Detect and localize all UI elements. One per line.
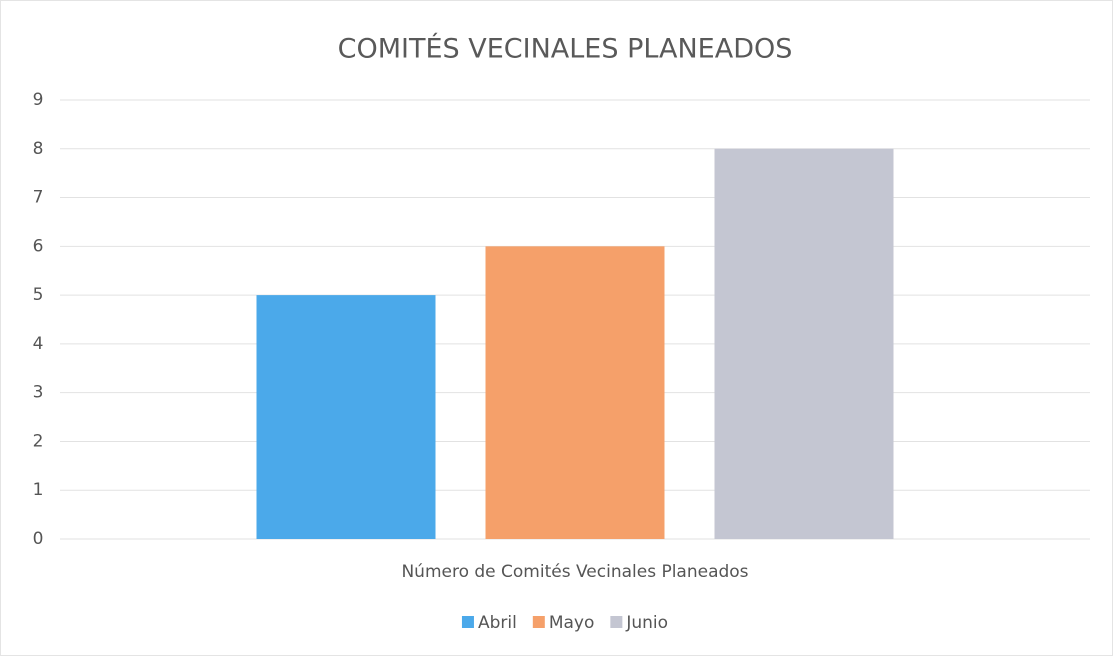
legend-label: Mayo — [549, 613, 595, 633]
y-tick-label: 5 — [33, 285, 44, 305]
y-tick-label: 2 — [33, 431, 44, 451]
y-tick-label: 1 — [33, 480, 44, 500]
y-tick-label: 9 — [33, 90, 44, 110]
legend-label: Junio — [625, 613, 668, 633]
y-tick-label: 7 — [33, 188, 44, 208]
bar — [256, 295, 436, 539]
legend-swatch — [461, 616, 474, 628]
legend-swatch — [532, 616, 545, 628]
bar — [485, 246, 665, 540]
y-tick-label: 6 — [33, 236, 44, 256]
y-tick-label: 3 — [33, 383, 44, 403]
legend-label: Abril — [478, 613, 517, 633]
x-tick-label: Número de Comités Vecinales Planeados — [401, 562, 748, 582]
chart-title: COMITÉS VECINALES PLANEADOS — [338, 33, 793, 65]
y-tick-label: 4 — [33, 334, 44, 354]
y-tick-label: 0 — [33, 529, 44, 549]
bar — [714, 148, 894, 539]
legend-swatch — [610, 616, 623, 628]
y-tick-label: 8 — [33, 139, 44, 159]
